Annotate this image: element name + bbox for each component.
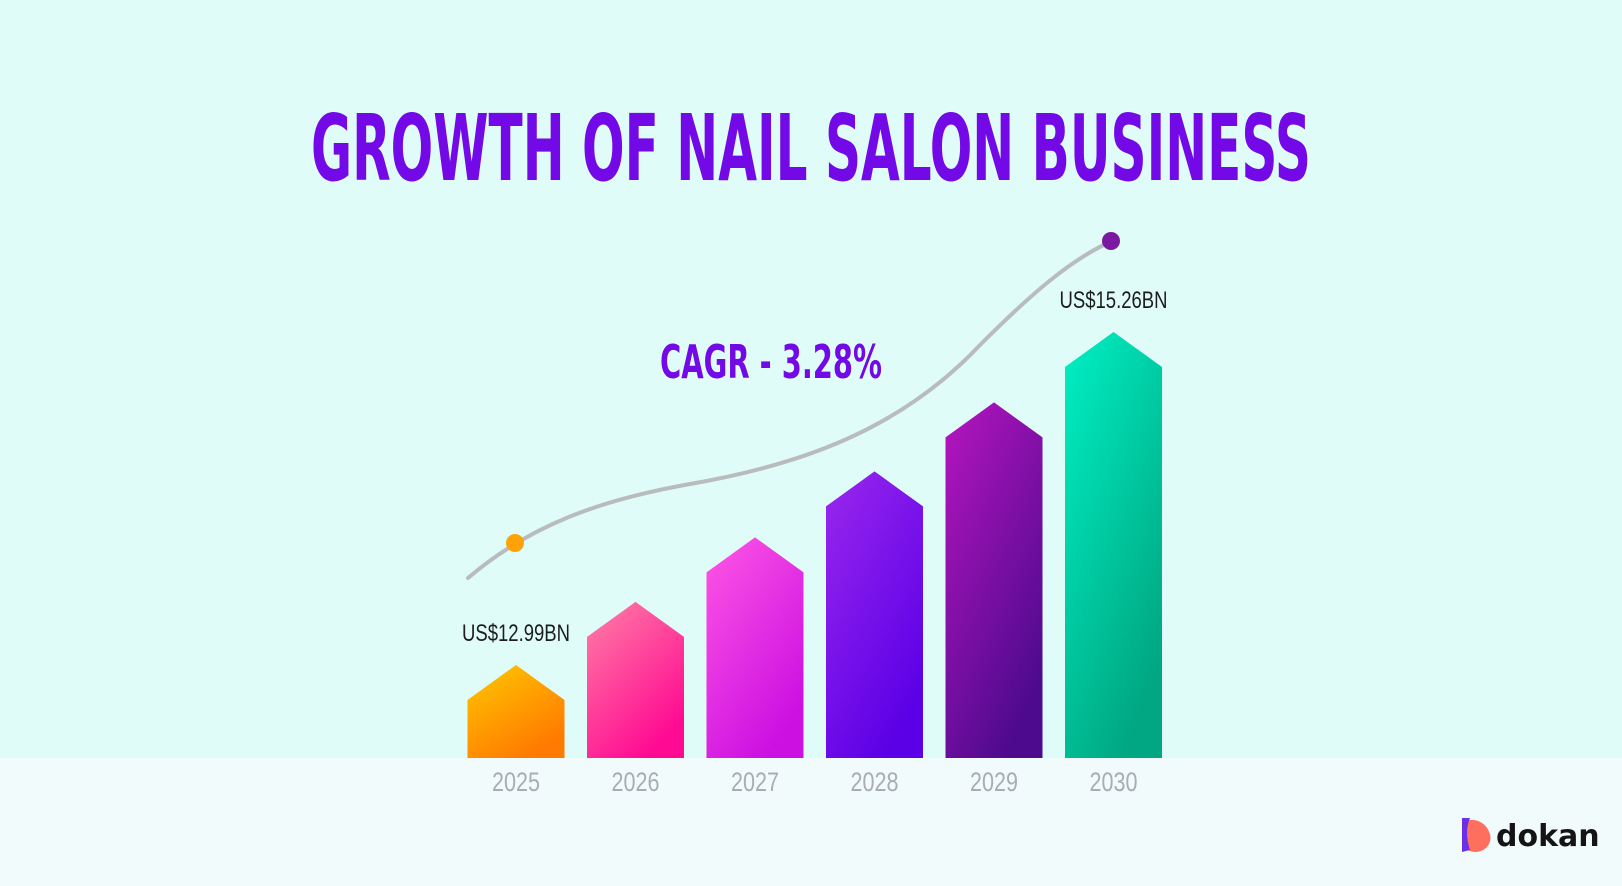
dokan-logo-icon	[1462, 818, 1491, 852]
bar-2028	[826, 471, 923, 758]
bar-2025	[467, 665, 565, 758]
x-tick-label-2028: 2028	[851, 767, 899, 797]
x-tick-label-2026: 2026	[612, 767, 660, 797]
x-tick-label-2030: 2030	[1090, 767, 1138, 797]
x-tick-label-2025: 2025	[492, 767, 540, 797]
cagr-annotation: CAGR - 3.28%	[660, 335, 882, 389]
bar-2027	[706, 537, 804, 758]
trend-end-dot	[1102, 232, 1120, 250]
trend-start-dot	[506, 534, 524, 552]
bar-2029	[945, 402, 1043, 758]
chart-title: GROWTH OF NAIL SALON BUSINESS	[311, 95, 1311, 202]
x-axis-tick-labels: 2025 2026 2027 2028 2029 2030	[492, 767, 1138, 797]
x-tick-label-2029: 2029	[970, 767, 1018, 797]
data-label-2025: US$12.99BN	[462, 620, 570, 647]
trend-line	[466, 240, 1112, 580]
brand-name: dokan	[1496, 819, 1600, 854]
x-tick-label-2027: 2027	[731, 767, 779, 797]
background-bottom	[0, 758, 1622, 886]
bar-2030	[1065, 332, 1162, 758]
bars-group	[467, 332, 1162, 758]
bar-2026	[587, 601, 684, 758]
background-top	[0, 0, 1622, 758]
brand-logo: dokan	[1462, 818, 1600, 854]
data-label-2030: US$15.26BN	[1060, 287, 1168, 314]
data-labels: US$12.99BN US$15.26BN	[462, 287, 1168, 647]
